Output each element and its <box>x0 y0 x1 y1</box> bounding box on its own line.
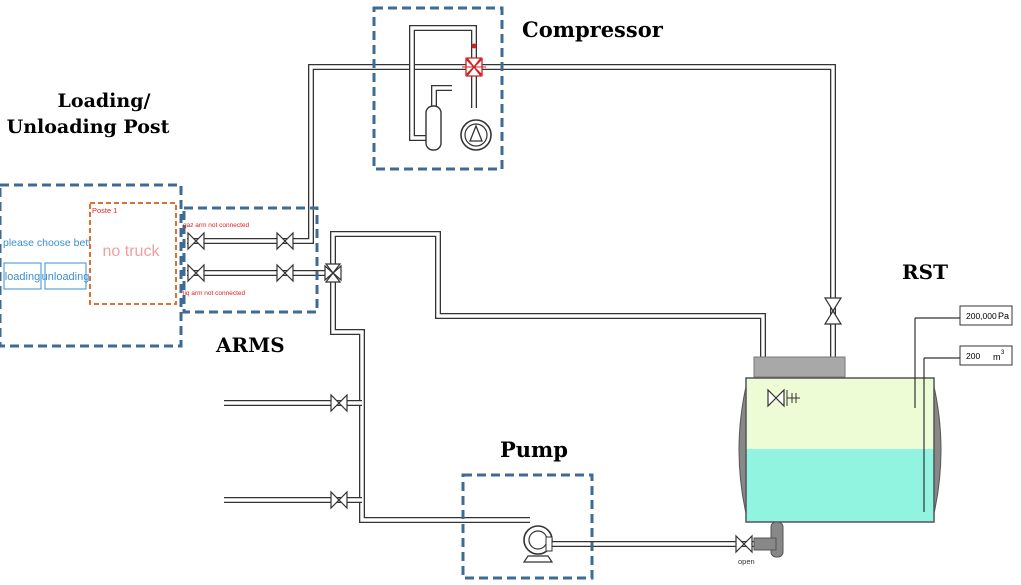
pump-title: Pump <box>500 437 568 462</box>
compressor-icon[interactable] <box>425 43 492 151</box>
liquid-inlet-fitting-icon <box>767 388 800 408</box>
arms-title: ARMS <box>215 333 285 357</box>
pump-icon[interactable] <box>522 525 554 563</box>
loading-post-title-line1: Loading/ <box>58 90 151 112</box>
gas-arm-valve-1[interactable] <box>187 231 205 251</box>
pump-box <box>461 473 594 580</box>
separator-vessel-icon <box>425 105 442 151</box>
loading-post-panel: please choose between: loading unloading… <box>3 202 177 305</box>
compressor-title: Compressor <box>522 17 664 42</box>
arms-box <box>182 206 319 314</box>
supply-valve-lower[interactable] <box>330 490 348 510</box>
level-gauge-icon <box>914 317 960 512</box>
poste-title: Poste 1 <box>92 206 117 215</box>
post-box <box>0 183 183 348</box>
valve-indicator-icon <box>471 43 477 49</box>
storage-tank-rst[interactable] <box>738 356 942 558</box>
loading-button[interactable]: loading <box>3 262 42 290</box>
volume-readout: 200 m 3 <box>959 345 1013 366</box>
loading-button-label: loading <box>5 271 40 283</box>
liquid-arm-valve-1[interactable] <box>187 263 205 283</box>
liquid-arm-valve-2[interactable] <box>276 263 294 283</box>
volume-value: 200 <box>966 351 980 361</box>
tank-top-manway <box>753 356 846 378</box>
unloading-button-label: unloading <box>42 271 90 283</box>
outlet-valve[interactable] <box>735 534 753 554</box>
choose-prompt: please choose between: <box>3 237 116 249</box>
gas-inlet-valve[interactable] <box>823 297 843 325</box>
rst-title: RST <box>902 260 948 284</box>
truck-status: no truck <box>103 243 161 260</box>
liquid-arm-status: liq arm not connected <box>183 290 246 297</box>
poste-box <box>89 202 177 305</box>
volume-unit-exponent: 3 <box>1001 350 1005 356</box>
outlet-valve-state: open <box>738 557 755 566</box>
loading-post-title-line2: Unloading Post <box>7 116 170 138</box>
three-way-valve-icon[interactable] <box>324 263 342 283</box>
tank-gas-space <box>746 378 934 449</box>
volume-unit: m <box>993 352 1001 362</box>
pressure-readout: 200,000 Pa <box>959 305 1013 326</box>
tank-liquid-level <box>746 449 934 522</box>
pressure-unit: Pa <box>998 311 1009 321</box>
gas-arm-status: gaz arm not connected <box>183 222 250 229</box>
compressor-box <box>372 6 504 171</box>
pressure-value: 200,000 <box>966 311 997 321</box>
gas-arm-valve-2[interactable] <box>276 231 294 251</box>
unloading-button[interactable]: unloading <box>42 262 90 290</box>
pipe-network <box>187 25 836 547</box>
supply-valve-upper[interactable] <box>330 393 348 413</box>
